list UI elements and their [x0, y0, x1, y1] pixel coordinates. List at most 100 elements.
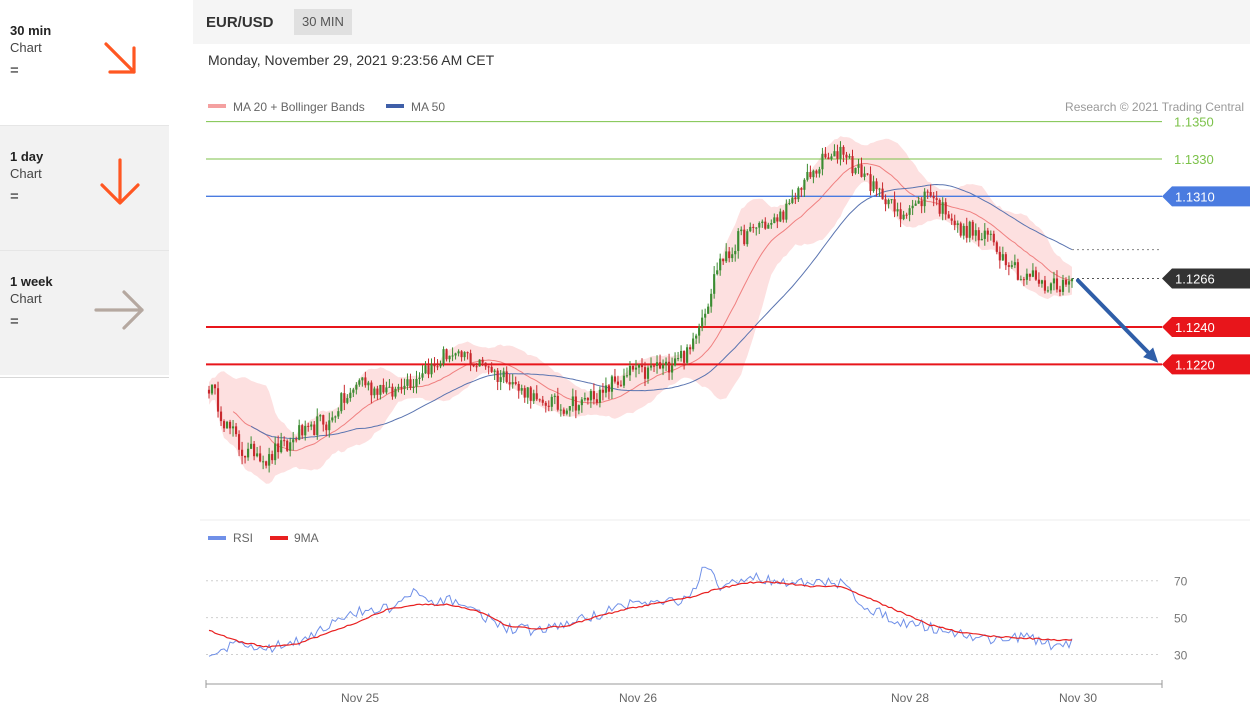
candle-body	[896, 209, 899, 212]
bollinger-bands	[209, 136, 1072, 484]
candle-body	[556, 395, 559, 410]
sidebar-item-1day[interactable]: 1 day Chart =	[0, 125, 169, 250]
candle-body	[737, 231, 740, 251]
sidebar-item-1week[interactable]: 1 week Chart =	[0, 250, 169, 375]
candle-body	[228, 421, 232, 429]
candle-body	[728, 251, 731, 259]
candle-body	[1004, 254, 1007, 266]
candle-body	[655, 362, 659, 366]
timeframe-status: =	[10, 62, 19, 79]
candle-body	[833, 151, 836, 157]
candle-body	[451, 355, 454, 357]
candle-body	[448, 355, 451, 360]
candle-body	[436, 366, 439, 368]
pivot-level-tag	[1162, 186, 1250, 207]
candle-body	[361, 377, 364, 381]
candle-body	[265, 461, 268, 466]
candle-body	[791, 197, 794, 203]
x-axis: Nov 25 Nov 26 Nov 28 Nov 30	[205, 680, 1163, 705]
candle-body	[797, 188, 800, 200]
candle-body	[210, 384, 214, 394]
candle-body	[529, 387, 532, 401]
candle-body	[932, 195, 935, 199]
timeframe-badge[interactable]: 30 MIN	[294, 9, 352, 35]
candle-body	[998, 251, 1001, 261]
candle-body	[1016, 262, 1019, 280]
candle-body	[385, 387, 388, 393]
rsi-panel: 70 50 30	[206, 566, 1188, 663]
rsi-line	[208, 566, 1073, 657]
candle-body	[1049, 283, 1053, 291]
candle-body	[1028, 273, 1031, 277]
candle-body	[316, 416, 319, 436]
candle-body	[553, 395, 556, 397]
candle-body	[731, 254, 734, 259]
candle-body	[481, 359, 484, 363]
candle-body	[499, 377, 502, 383]
timeframe-subtitle: Chart	[10, 166, 42, 181]
x-tick-label: Nov 26	[619, 691, 657, 705]
candle-body	[565, 410, 568, 414]
candle-body	[574, 396, 577, 411]
candle-body	[674, 358, 677, 366]
candle-body	[325, 424, 328, 431]
candle-body	[616, 381, 620, 385]
candle-body	[640, 364, 644, 368]
candle-body	[773, 217, 776, 224]
sidebar-item-30min[interactable]: 30 min Chart =	[0, 0, 169, 125]
ma50-legend-swatch	[386, 104, 404, 108]
candle-body	[1046, 290, 1050, 292]
candle-body	[680, 350, 683, 359]
candle-body	[812, 170, 815, 178]
candle-body	[310, 424, 313, 427]
candle-body	[707, 306, 710, 314]
candle-body	[427, 365, 430, 375]
candle-body	[292, 439, 295, 443]
candle-body	[950, 218, 953, 221]
candle-body	[722, 258, 725, 262]
candle-body	[740, 229, 743, 232]
candle-body	[803, 179, 806, 190]
candle-body	[271, 454, 274, 461]
candle-body	[857, 164, 860, 168]
candle-body	[526, 387, 529, 398]
candle-body	[947, 214, 950, 219]
candle-body	[382, 384, 385, 393]
candle-body	[346, 398, 349, 403]
candle-body	[734, 250, 737, 255]
candle-body	[1061, 279, 1065, 292]
candle-body	[782, 211, 785, 220]
candle-body	[968, 221, 971, 238]
candle-body	[634, 367, 638, 370]
candle-body	[652, 365, 656, 367]
candle-body	[222, 421, 226, 429]
candle-body	[725, 251, 728, 262]
candle-body	[370, 382, 373, 396]
candle-body	[701, 317, 704, 327]
candle-body	[289, 442, 292, 451]
candle-body	[508, 382, 511, 385]
candle-body	[322, 415, 325, 425]
candle-body	[253, 443, 256, 457]
arrow-down-right-icon	[104, 42, 136, 74]
candle-body	[595, 399, 598, 403]
ma20-line	[232, 162, 1073, 452]
candle-body	[421, 373, 424, 378]
candlesticks	[207, 141, 1074, 473]
candle-body	[466, 352, 469, 354]
candle-body	[836, 151, 839, 159]
candle-body	[902, 214, 905, 220]
candle-body	[983, 230, 986, 239]
candle-body	[974, 230, 977, 236]
candle-body	[219, 411, 223, 422]
candle-body	[646, 367, 650, 379]
candle-body	[1010, 265, 1013, 267]
candle-body	[992, 233, 995, 243]
candle-body	[544, 402, 547, 406]
candle-body	[869, 174, 872, 192]
candle-body	[331, 417, 334, 421]
candle-body	[929, 191, 932, 196]
candle-body	[550, 396, 553, 407]
candle-body	[454, 353, 457, 356]
candle-body	[240, 449, 244, 456]
